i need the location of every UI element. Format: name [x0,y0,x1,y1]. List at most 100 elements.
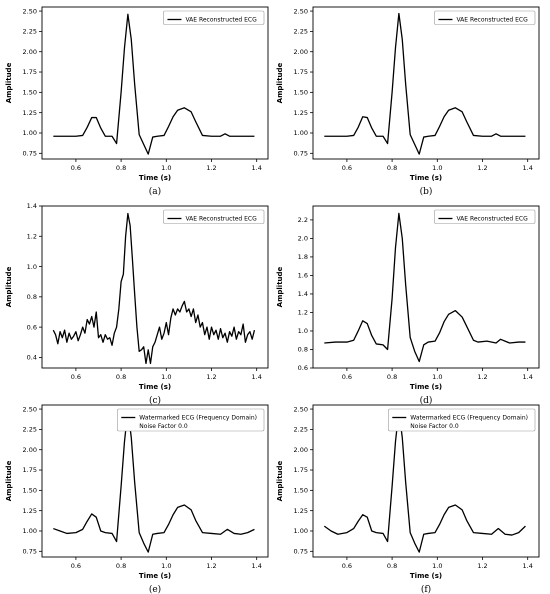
series-line [324,12,526,155]
legend-label: Watermarked ECG (Frequency Domain) [410,415,528,422]
y-tick-label: 2.25 [294,28,308,36]
x-axis-label: Time (s) [410,383,442,391]
x-axis-label: Time (s) [139,174,171,182]
y-tick-label: 1.25 [23,507,37,515]
panel-caption: (d) [420,395,433,406]
x-tick-label: 0.8 [116,164,126,172]
y-tick-label: 0.75 [23,150,37,158]
x-axis-label: Time (s) [410,572,442,580]
series-line [52,212,256,365]
x-tick-label: 0.6 [71,164,81,172]
y-tick-label: 0.8 [27,293,37,301]
chart-panel-3: 0.6 0.8 1.0 1.2 1.4 0.4 0.6 0.8 1.0 1.2 1.4 Time (s… [5,202,269,406]
y-axis-label: Amplitude [5,62,13,103]
legend-box [434,209,536,224]
x-tick-label: 0.6 [342,164,352,172]
y-axis-label: Amplitude [276,62,284,103]
y-tick-label: 2.50 [23,7,37,15]
x-tick-label: 1.2 [206,562,216,570]
plot-frame [41,404,269,558]
x-tick-label: 1.0 [161,562,171,570]
x-tick-label: 0.6 [342,562,352,570]
x-tick-label: 1.4 [523,373,533,381]
y-tick-label: 2.0 [298,235,308,243]
y-tick-label: 0.8 [298,346,308,354]
chart-panel-5: 0.6 0.8 1.0 1.2 1.4 0.75 1.00 1.25 1.50 1.75 2.00 2… [5,404,269,594]
y-tick-label: 1.25 [23,109,37,117]
y-tick-label: 1.00 [23,527,37,535]
y-tick-label: 1.00 [294,129,308,137]
legend-label: Noise Factor 0.0 [410,423,459,430]
y-axis-label: Amplitude [276,460,284,501]
series-line [323,410,526,553]
y-tick-label: 2.00 [23,48,37,56]
y-tick-label: 1.2 [298,309,308,317]
y-tick-label: 1.6 [298,272,308,280]
x-tick-label: 0.8 [116,373,126,381]
chart-panel-6: 0.6 0.8 1.0 1.2 1.4 0.75 1.00 1.25 1.50 1.75 2.00 2… [276,404,540,594]
x-tick-label: 0.8 [387,373,397,381]
y-tick-label: 2.25 [23,426,37,434]
y-tick-label: 1.75 [23,466,37,474]
legend-label: Noise Factor 0.0 [139,423,188,430]
legend-box [387,408,536,432]
panel-caption: (a) [149,186,161,197]
x-tick-label: 0.8 [116,562,126,570]
panel-caption: (f) [421,584,431,594]
chart-panel-4: 0.6 0.8 1.0 1.2 1.4 0.6 0.8 1.0 1.2 1.4 1.6 1.8 2.0 2… [276,205,540,406]
y-tick-label: 1.8 [298,253,308,261]
chart-panel-2: 0.6 0.8 1.0 1.2 1.4 0.75 1.00 1.25 1.50 1.75 2.00 2… [276,6,540,197]
y-tick-label: 1.4 [298,290,308,298]
x-tick-label: 1.2 [477,562,487,570]
y-axis-label: Amplitude [5,460,13,501]
x-tick-label: 0.8 [387,164,397,172]
y-tick-label: 1.2 [27,232,37,240]
plot-frame [41,205,269,369]
y-tick-label: 1.00 [294,527,308,535]
y-tick-label: 1.25 [294,507,308,515]
x-tick-label: 1.0 [161,373,171,381]
x-tick-label: 1.4 [252,164,262,172]
panel-caption: (e) [149,584,161,594]
legend-label: VAE Reconstructed ECG [456,17,528,24]
panel-caption: (c) [149,395,161,406]
y-tick-label: 0.75 [294,548,308,556]
plot-frame [312,205,540,369]
y-tick-label: 1.50 [23,89,37,97]
x-tick-label: 1.0 [161,164,171,172]
y-tick-label: 0.6 [298,364,308,372]
y-tick-label: 2.00 [294,48,308,56]
y-tick-label: 1.50 [294,89,308,97]
x-tick-label: 1.4 [252,562,262,570]
y-tick-label: 1.4 [27,202,37,210]
y-tick-label: 2.00 [23,446,37,454]
series-line [53,13,255,155]
x-tick-label: 0.8 [387,562,397,570]
x-tick-label: 1.2 [206,373,216,381]
x-tick-label: 1.2 [477,373,487,381]
plot-frame [312,404,540,558]
y-tick-label: 2.50 [294,7,308,15]
legend-box [117,408,265,432]
chart-panel-1: 0.6 0.8 1.0 1.2 1.4 0.75 1.00 1.25 1.50 1.75 2.00 2… [5,6,269,197]
y-tick-label: 2.50 [294,405,308,413]
legend-label: VAE Reconstructed ECG [185,17,257,24]
series-line [53,409,255,553]
y-tick-label: 2.25 [294,426,308,434]
plot-frame [312,6,540,160]
y-tick-label: 1.00 [23,129,37,137]
y-tick-label: 2.50 [23,405,37,413]
y-tick-label: 1.75 [23,68,37,76]
legend-box [163,10,265,25]
x-tick-label: 1.0 [432,164,442,172]
y-tick-label: 2.25 [23,28,37,36]
x-tick-label: 1.2 [206,164,216,172]
y-tick-label: 2.2 [298,216,308,224]
y-tick-label: 1.25 [294,109,308,117]
y-tick-label: 1.50 [23,487,37,495]
y-tick-label: 1.0 [27,263,37,271]
y-tick-label: 0.6 [27,323,37,331]
legend-label: VAE Reconstructed ECG [185,216,257,223]
legend-label: Watermarked ECG (Frequency Domain) [139,415,257,422]
